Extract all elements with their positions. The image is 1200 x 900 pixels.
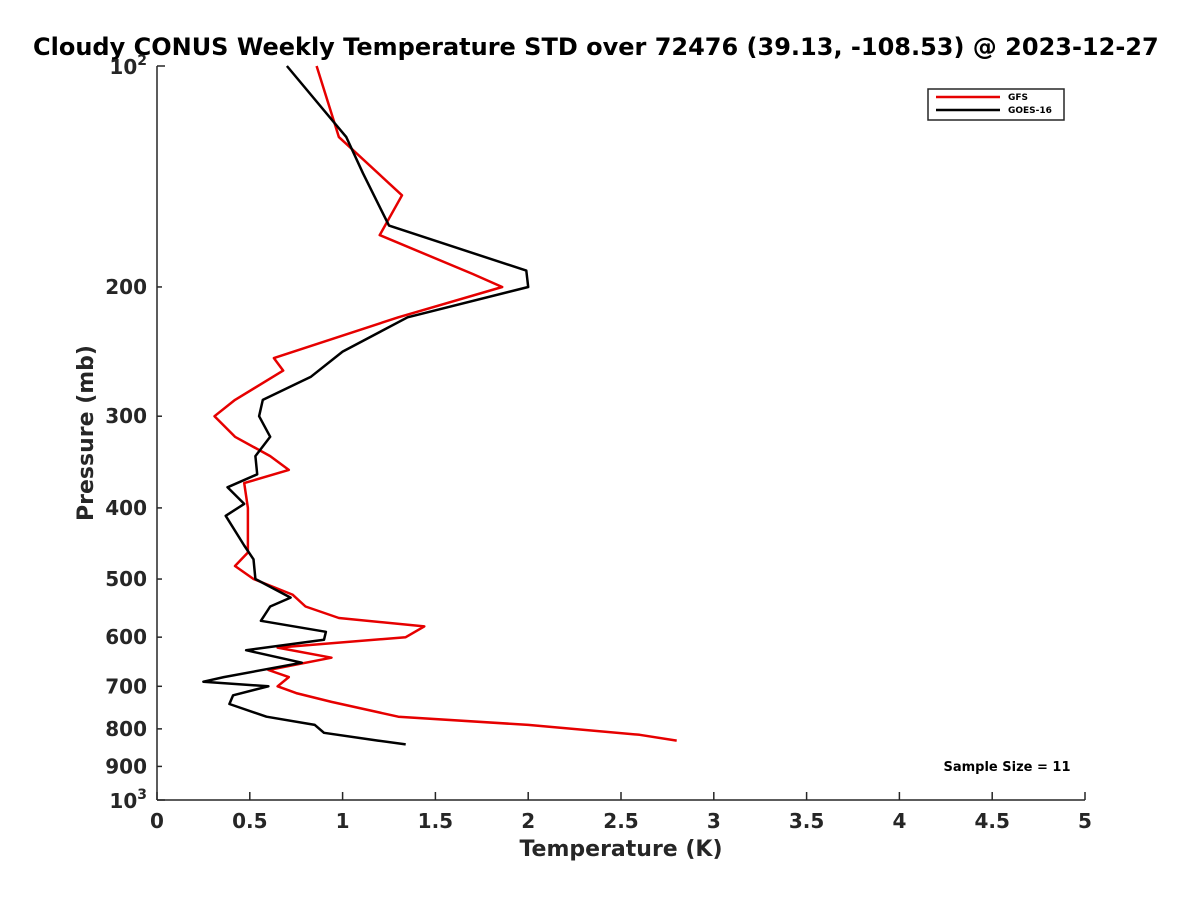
legend: GFS GOES-16	[927, 88, 1065, 121]
x-tick-label: 4.5	[974, 809, 1009, 833]
series-line-gfs	[213, 65, 677, 742]
y-tick-label: 200	[105, 275, 147, 299]
x-tick-label: 4	[892, 809, 906, 833]
y-ticks: 102 200 300 400 500 600 700 800 900 103	[105, 53, 165, 813]
x-tick-label: 2.5	[603, 809, 638, 833]
y-tick-label: 103	[109, 787, 147, 813]
plot-area: 0 0.5 1 1.5 2 2.5 3 3.5 4 4.5 5 102 200 300 400 500 600…	[105, 53, 1092, 833]
y-tick-label: 102	[109, 53, 147, 79]
y-tick-label: 400	[105, 496, 147, 520]
x-axis-label: Temperature (K)	[519, 837, 722, 862]
series-layer	[202, 65, 677, 746]
x-tick-label: 1.5	[418, 809, 453, 833]
x-tick-label: 0.5	[232, 809, 267, 833]
x-tick-label: 1	[336, 809, 350, 833]
y-tick-label: 900	[105, 754, 147, 778]
y-tick-label: 300	[105, 404, 147, 428]
legend-box	[927, 88, 1065, 121]
x-tick-label: 5	[1078, 809, 1092, 833]
x-tick-label: 2	[521, 809, 535, 833]
sample-size-annotation: Sample Size = 11	[943, 760, 1070, 775]
x-tick-label: 3.5	[789, 809, 824, 833]
x-ticks: 0 0.5 1 1.5 2 2.5 3 3.5 4 4.5 5	[150, 792, 1092, 833]
legend-label-goes-16: GOES-16	[1008, 106, 1052, 116]
y-axis-label: Pressure (mb)	[74, 345, 99, 521]
x-tick-label: 0	[150, 809, 164, 833]
y-tick-label: 700	[105, 674, 147, 698]
y-tick-label: 800	[105, 717, 147, 741]
legend-label-gfs: GFS	[1008, 93, 1028, 103]
x-tick-label: 3	[707, 809, 721, 833]
chart-title: Cloudy CONUS Weekly Temperature STD over…	[33, 33, 1159, 61]
y-tick-label: 500	[105, 567, 147, 591]
y-tick-label: 600	[105, 625, 147, 649]
series-line-goes-16	[202, 65, 530, 746]
